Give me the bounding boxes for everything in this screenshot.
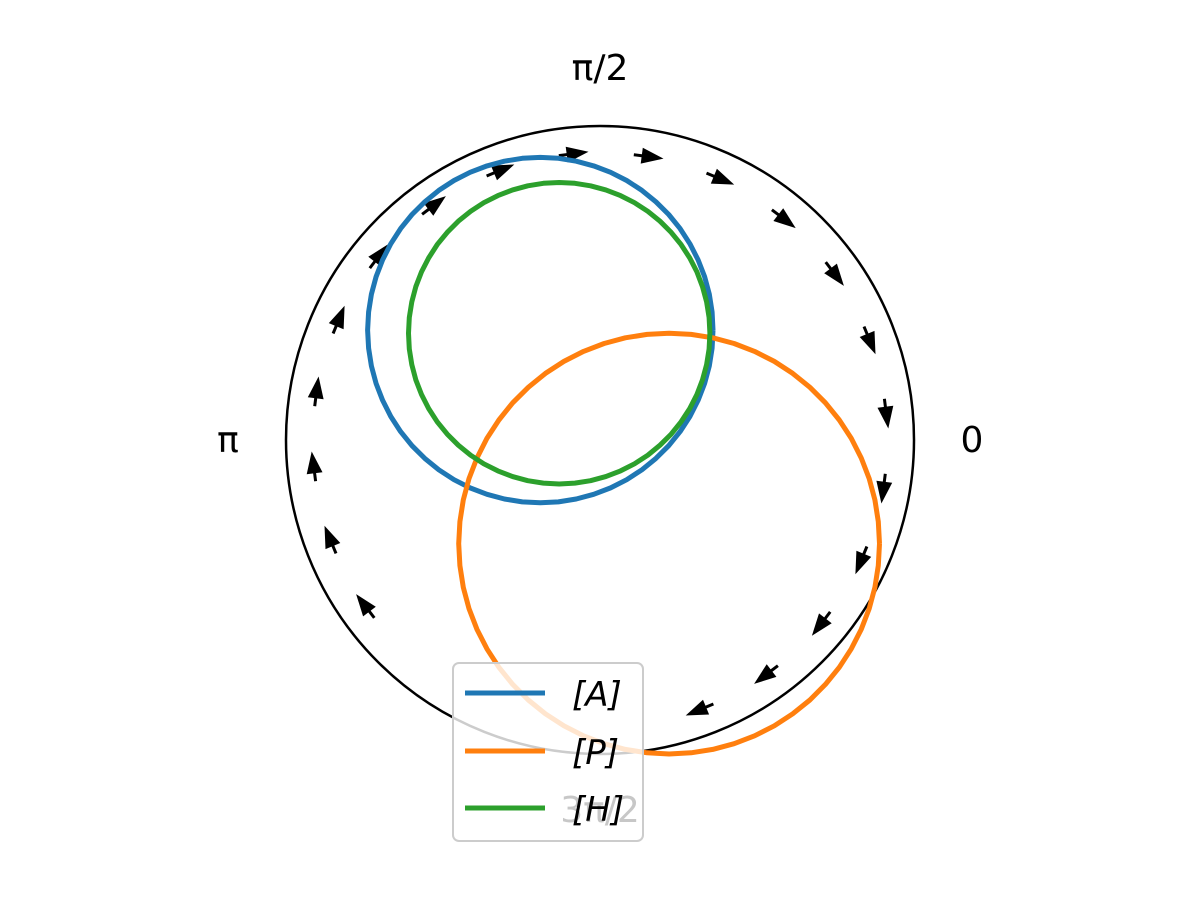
flow-arrow (368, 244, 389, 270)
series-curves (365, 154, 882, 757)
flow-arrow-head (328, 305, 345, 330)
flow-arrow-head (877, 405, 894, 429)
flow-arrow (855, 545, 872, 575)
flow-arrow (770, 208, 796, 229)
flow-arrow-head (754, 664, 777, 684)
flow-arrow (486, 164, 515, 181)
flow-arrow (306, 451, 323, 482)
flow-arrow-head (811, 613, 832, 636)
angle-label-3pi-half: 3π/2 (560, 790, 640, 831)
legend-label-p: [P] (572, 733, 619, 773)
flow-arrow-head (368, 244, 389, 267)
flow-arrow (877, 398, 894, 429)
flow-arrow (324, 525, 341, 554)
angle-label-0: 0 (961, 420, 984, 461)
flow-arrow (811, 610, 832, 636)
legend-frame (452, 662, 644, 842)
angle-label-pi-half: π/2 (572, 48, 629, 89)
flow-arrow (633, 147, 664, 164)
flow-arrow-head (324, 525, 341, 550)
flow-arrow (685, 699, 714, 716)
flow-arrow-head (423, 196, 446, 216)
flow-arrow-head (710, 168, 735, 185)
legend-label-h: [H] (572, 790, 624, 830)
flow-arrow (754, 664, 779, 684)
flow-arrow-head (490, 164, 515, 181)
flow-arrow (328, 305, 345, 335)
flow-arrow-head (876, 480, 893, 504)
flow-arrow (705, 168, 735, 185)
flow-arrow-head (824, 263, 844, 286)
flow-arrow-head (773, 208, 796, 229)
legend: [A] [P] [H] (452, 662, 644, 842)
legend-label-a: [A] (572, 675, 622, 715)
flow-arrow-head (685, 699, 710, 716)
flow-arrow-head (306, 451, 323, 475)
unit-circle (284, 124, 916, 756)
flow-arrow-head (356, 594, 376, 617)
flow-arrow (859, 326, 876, 355)
series-line-h (406, 180, 713, 487)
flow-arrow-head (859, 330, 876, 355)
series-line-p (456, 330, 882, 757)
angle-label-pi: π (217, 420, 239, 461)
flow-arrow-head (307, 376, 324, 400)
flow-arrow (307, 376, 324, 407)
circulation-arrows (306, 146, 894, 716)
flow-arrow (824, 261, 844, 286)
flow-arrow (356, 594, 376, 619)
series-line-a (365, 154, 716, 506)
flow-arrow-head (855, 550, 872, 575)
flow-arrow (421, 196, 446, 216)
flow-arrow (876, 473, 893, 504)
flow-arrow-head (640, 147, 664, 164)
